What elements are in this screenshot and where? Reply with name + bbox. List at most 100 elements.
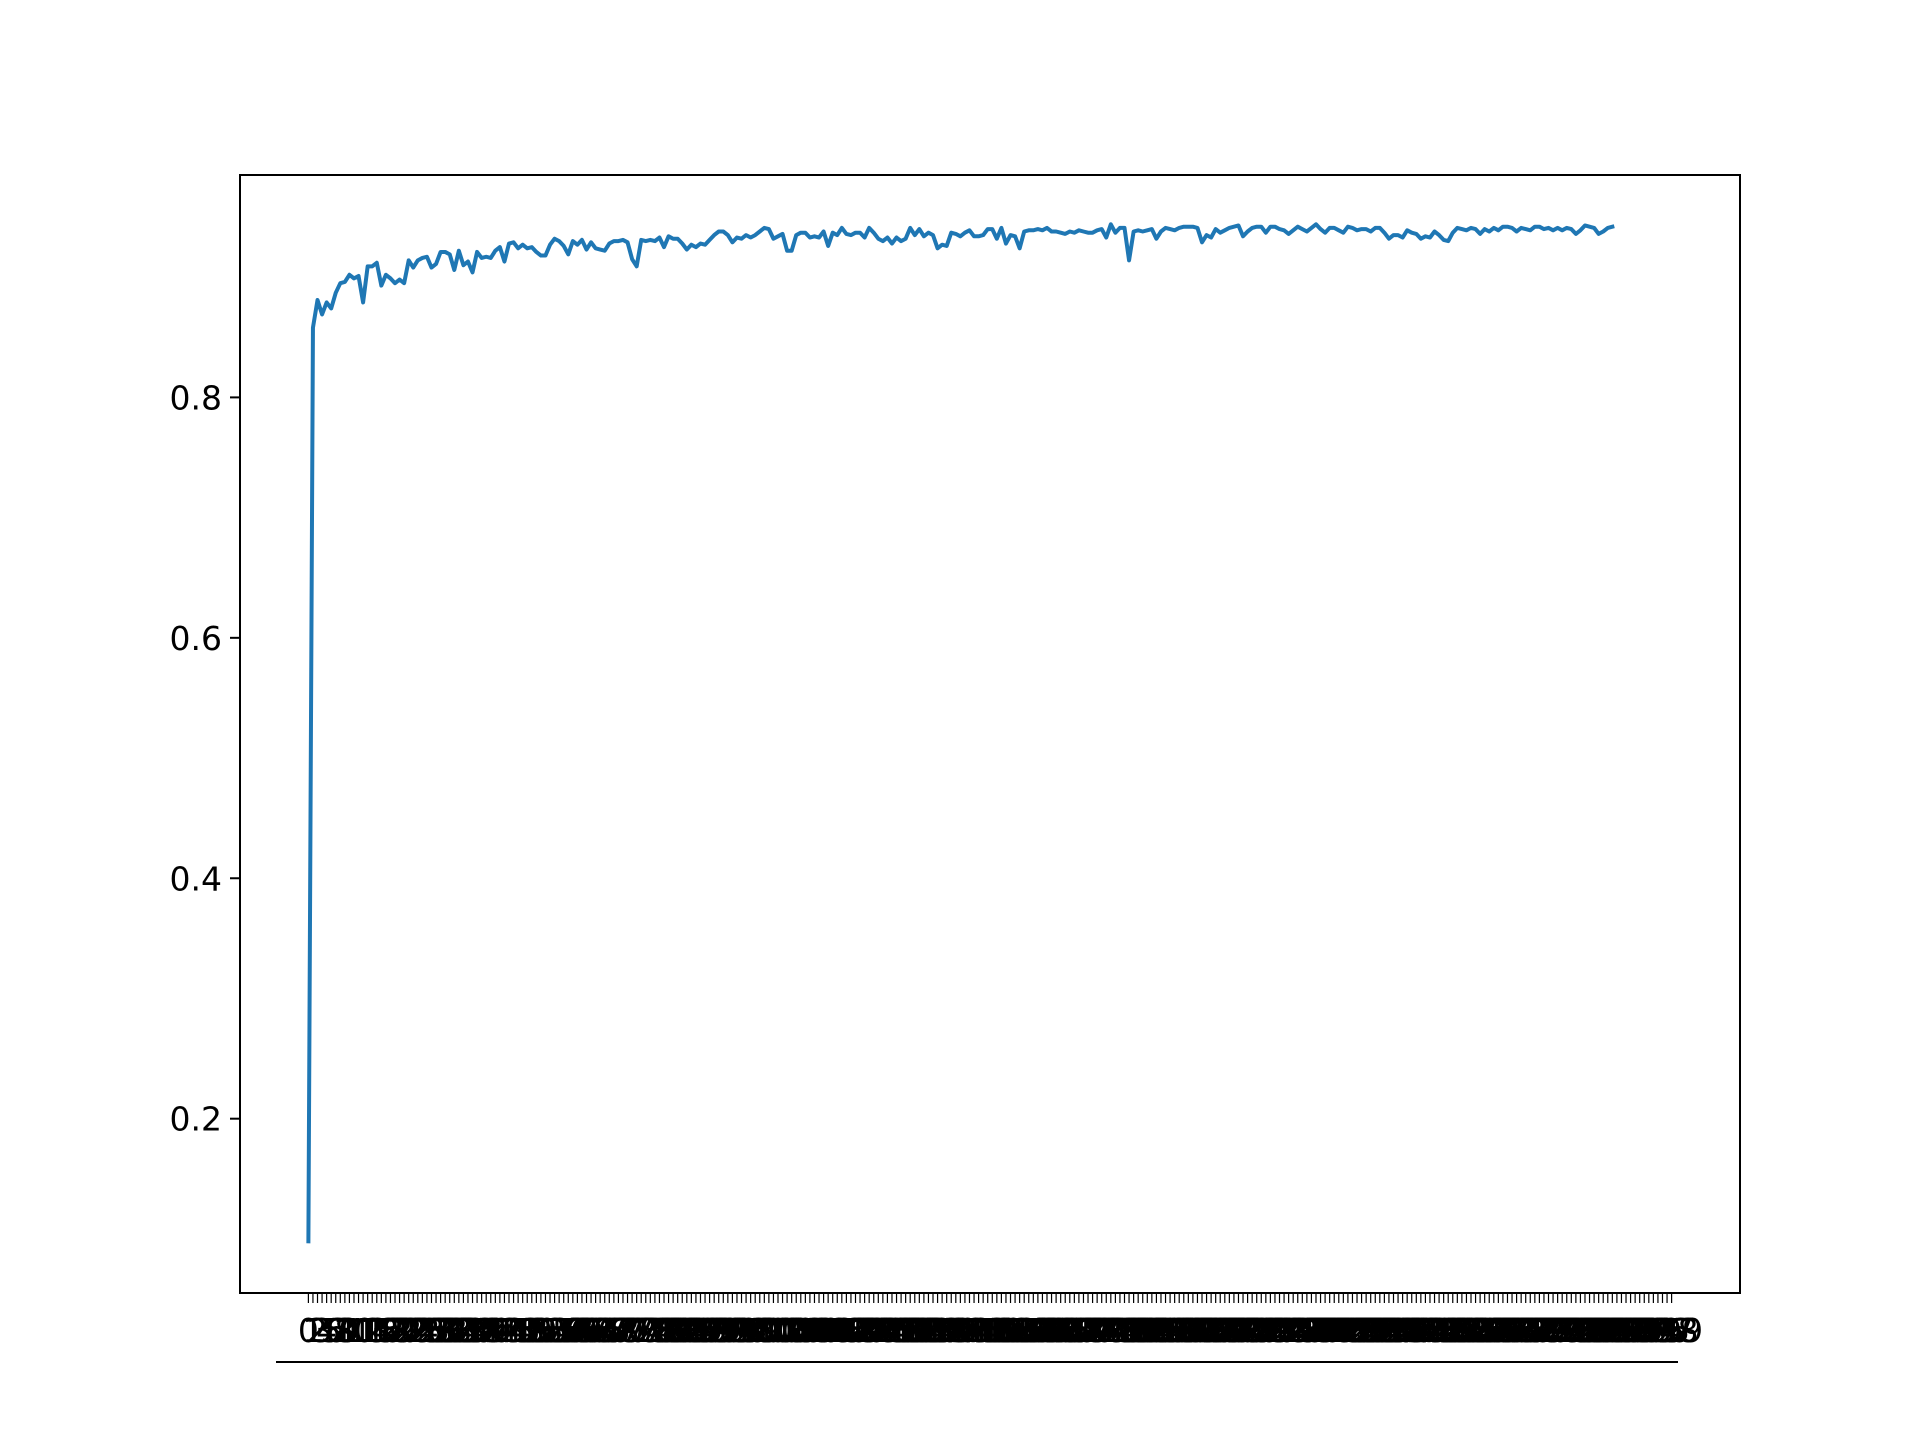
- x-tick-label-194: 194: [1161, 1311, 1224, 1350]
- x-tick-label-41: 41: [474, 1311, 516, 1350]
- x-tick-label-130: 130: [870, 1311, 933, 1350]
- x-tick-label-146: 146: [943, 1311, 1006, 1350]
- x-tick-label-281: 281: [1558, 1311, 1621, 1350]
- x-tick-label-226: 226: [1307, 1311, 1370, 1350]
- x-tick-label-279: 279: [1549, 1311, 1612, 1350]
- x-tick-label-285: 285: [1576, 1311, 1639, 1350]
- x-tick-label-16: 16: [360, 1311, 402, 1350]
- x-tick-label-232: 232: [1335, 1311, 1398, 1350]
- x-tick-label-252: 252: [1426, 1311, 1489, 1350]
- y-ticks: 0.2 0.4 0.6 0.8: [170, 378, 240, 1139]
- x-tick-label-53: 53: [529, 1311, 571, 1350]
- x-tick-label-116: 116: [806, 1311, 869, 1350]
- x-tick-label-178: 178: [1088, 1311, 1151, 1350]
- x-tick-label-264: 264: [1481, 1311, 1544, 1350]
- x-tick-label-10: 10: [333, 1311, 375, 1350]
- x-tick-label-80: 80: [652, 1311, 694, 1350]
- x-tick-label-0: 0: [298, 1311, 319, 1350]
- x-tick-label-93: 93: [711, 1311, 753, 1350]
- series-layer: [306, 222, 1615, 1244]
- x-tick-label-83: 83: [666, 1311, 708, 1350]
- x-tick-label-24: 24: [397, 1311, 439, 1350]
- x-tick-label-165: 165: [1029, 1311, 1092, 1350]
- x-tick-label-128: 128: [860, 1311, 923, 1350]
- x-tick-label-162: 162: [1015, 1311, 1078, 1350]
- x-tick-label-205: 205: [1212, 1311, 1275, 1350]
- x-tick-label-298: 298: [1636, 1311, 1699, 1350]
- x-tick-label-42: 42: [479, 1311, 521, 1350]
- x-tick-label-87: 87: [684, 1311, 726, 1350]
- x-tick-label-182: 182: [1107, 1311, 1170, 1350]
- x-tick-label-140: 140: [915, 1311, 978, 1350]
- x-tick-label-6: 6: [325, 1311, 346, 1350]
- y-tick-label-2: 0.6: [170, 619, 222, 658]
- x-tick-label-265: 265: [1485, 1311, 1548, 1350]
- x-tick-label-48: 48: [506, 1311, 548, 1350]
- x-tick-label-236: 236: [1353, 1311, 1416, 1350]
- x-tick-label-260: 260: [1462, 1311, 1525, 1350]
- x-tick-label-170: 170: [1052, 1311, 1115, 1350]
- x-tick-label-112: 112: [788, 1311, 851, 1350]
- x-tick-label-62: 62: [570, 1311, 612, 1350]
- x-tick-label-199: 199: [1184, 1311, 1247, 1350]
- x-tick-label-137: 137: [902, 1311, 965, 1350]
- x-tick-label-153: 153: [974, 1311, 1037, 1350]
- x-tick-label-106: 106: [760, 1311, 823, 1350]
- x-tick-label-143: 143: [929, 1311, 992, 1350]
- x-tick-label-72: 72: [616, 1311, 658, 1350]
- x-tick-label-2: 2: [307, 1311, 328, 1350]
- x-tick-label-73: 73: [620, 1311, 662, 1350]
- x-tick-label-152: 152: [970, 1311, 1033, 1350]
- x-tick-label-8: 8: [334, 1311, 355, 1350]
- x-tick-label-238: 238: [1362, 1311, 1425, 1350]
- x-tick-label-221: 221: [1284, 1311, 1347, 1350]
- x-tick-label-169: 169: [1047, 1311, 1110, 1350]
- x-tick-label-35: 35: [447, 1311, 489, 1350]
- x-tick-label-193: 193: [1157, 1311, 1220, 1350]
- x-tick-label-148: 148: [952, 1311, 1015, 1350]
- x-tick-label-149: 149: [956, 1311, 1019, 1350]
- x-tick-label-275: 275: [1531, 1311, 1594, 1350]
- x-tick-label-256: 256: [1444, 1311, 1507, 1350]
- x-tick-label-229: 229: [1321, 1311, 1384, 1350]
- x-tick-label-201: 201: [1193, 1311, 1256, 1350]
- x-tick-label-289: 289: [1595, 1311, 1658, 1350]
- x-tick-label-157: 157: [993, 1311, 1056, 1350]
- x-tick-label-161: 161: [1011, 1311, 1074, 1350]
- x-tick-label-127: 127: [856, 1311, 919, 1350]
- x-tick-label-108: 108: [769, 1311, 832, 1350]
- x-tick-label-230: 230: [1326, 1311, 1389, 1350]
- x-tick-label-56: 56: [543, 1311, 585, 1350]
- x-tick-label-91: 91: [702, 1311, 744, 1350]
- x-tick-label-187: 187: [1129, 1311, 1192, 1350]
- x-tick-label-52: 52: [524, 1311, 566, 1350]
- x-tick-label-247: 247: [1403, 1311, 1466, 1350]
- x-tick-label-277: 277: [1540, 1311, 1603, 1350]
- y-tick-label-3: 0.8: [170, 378, 222, 417]
- x-tick-label-262: 262: [1471, 1311, 1534, 1350]
- x-tick-label-1: 1: [302, 1311, 323, 1350]
- x-tick-label-51: 51: [520, 1311, 562, 1350]
- x-tick-label-66: 66: [588, 1311, 630, 1350]
- axes-background: [240, 175, 1740, 1293]
- x-tick-label-100: 100: [733, 1311, 796, 1350]
- x-tick-label-105: 105: [756, 1311, 819, 1350]
- x-tick-label-263: 263: [1476, 1311, 1539, 1350]
- x-tick-label-190: 190: [1143, 1311, 1206, 1350]
- x-tick-label-290: 290: [1599, 1311, 1662, 1350]
- x-tick-label-61: 61: [566, 1311, 608, 1350]
- y-tick-label-1: 0.4: [170, 859, 222, 898]
- x-tick-label-84: 84: [670, 1311, 712, 1350]
- x-tick-label-206: 206: [1216, 1311, 1279, 1350]
- x-tick-label-28: 28: [415, 1311, 457, 1350]
- x-tick-label-250: 250: [1417, 1311, 1480, 1350]
- x-tick-label-110: 110: [778, 1311, 841, 1350]
- x-tick-label-13: 13: [347, 1311, 389, 1350]
- x-tick-label-90: 90: [698, 1311, 740, 1350]
- x-tick-label-150: 150: [961, 1311, 1024, 1350]
- x-tick-label-177: 177: [1084, 1311, 1147, 1350]
- x-tick-label-251: 251: [1421, 1311, 1484, 1350]
- x-tick-label-216: 216: [1262, 1311, 1325, 1350]
- x-tick-label-179: 179: [1093, 1311, 1156, 1350]
